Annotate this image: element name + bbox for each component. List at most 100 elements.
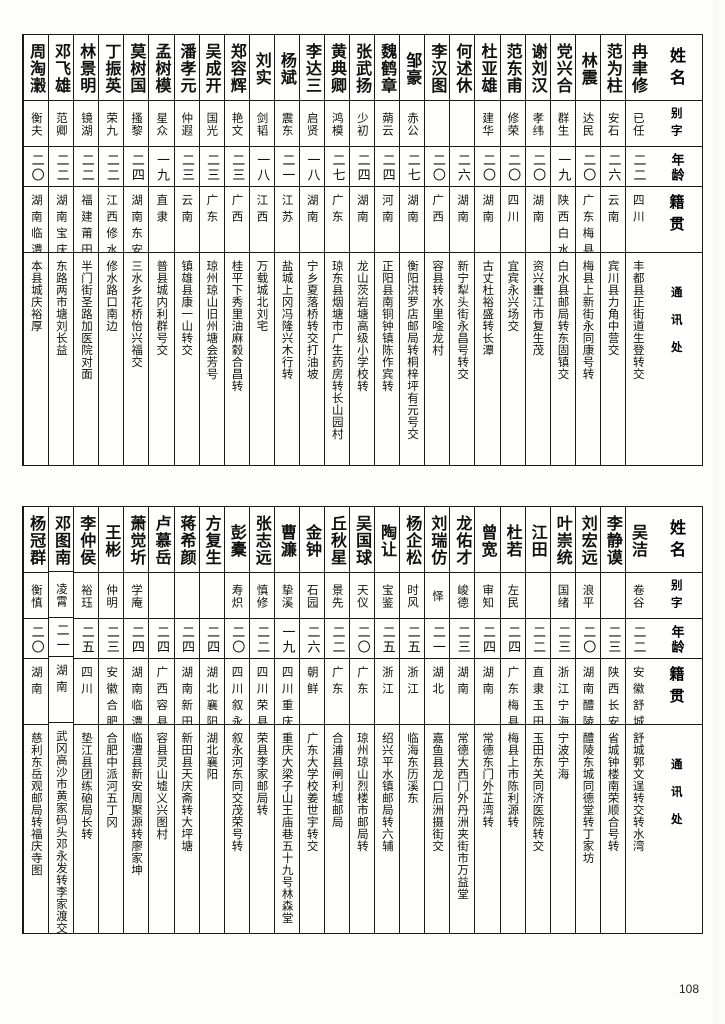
entry-name: 彭橐 [224,507,249,573]
entry-origin: 湖北 [425,659,450,725]
entry-address-text: 桂平下秀里油麻豰合昌转 [230,260,245,392]
entry-address: 东路两市塘刘长益 [49,253,73,465]
entry-age-text: 二二 [630,152,646,183]
entry-origin: 湖南 [450,187,475,253]
entry-age-text: 二五 [78,624,94,655]
entry-origin-text: 湖南 [456,194,471,227]
entry-alias-text: 范卿 [54,112,69,137]
entry-name: 卢慕岳 [149,507,174,573]
entry-alias-text: 宝鉴 [380,584,395,609]
entry-age-text: 二二 [530,624,546,655]
entry-origin: 湖南新田 [174,659,199,725]
entry-name-text: 曾宽 [478,523,498,558]
roster-entry-column: 李仲侯 裕珏 二五 四川 垫江县团练硇局长转 [73,507,99,933]
entry-alias: 衡夫 [24,101,49,147]
entry-name-text: 邓图南 [52,514,72,566]
entry-age-text: 二〇 [28,624,44,655]
entry-origin-text: 湖南 [481,666,496,699]
entry-age-text: 二五 [404,624,420,655]
entry-alias-text: 荣九 [105,112,120,137]
entry-name: 杜亚雄 [475,35,500,101]
entry-origin: 四川 [625,187,650,253]
entry-origin-text: 四川 [506,194,521,227]
entry-address: 合浦县闸利墟邮局 [325,725,349,933]
roster-entry-column: 龙佑才 峻德 二三 湖南 常德大西门外丹洲夹街市万益堂 [449,507,475,933]
entry-name-text: 杨企松 [403,515,423,566]
entry-alias-text: 峻德 [456,584,471,609]
entry-age-text: 二二 [103,152,119,183]
entry-origin: 江西 [249,187,274,253]
entry-name-text: 黄典卿 [328,43,348,94]
entry-age: 二三 [99,619,124,659]
entry-name: 张武扬 [350,35,375,101]
column-header-age: 年龄 [650,147,702,187]
entry-address: 新田县天庆斋转大坪塘 [175,725,199,933]
roster-entry-column: 何述休 二六 湖南 新宁犁头街永昌号转交 [449,35,475,465]
entry-address-text: 宜宾永兴场交 [506,260,521,332]
entry-name: 潘孝元 [174,35,199,101]
entry-alias-text: 卷谷 [631,584,646,609]
entry-age-text: 二六 [454,152,470,183]
entry-origin: 湖南 [49,657,74,723]
roster-entry-column: 叶崇统 国绪 二三 浙江宁海 宁波宁海 [549,507,575,933]
entry-address: 常德大西门外丹洲夹街市万益堂 [450,725,474,933]
entry-alias: 国光 [199,101,224,147]
entry-alias-text: 搔黎 [130,112,145,137]
roster-entry-column: 吴国球 天仪 二〇 广东 琼州琼山烈楼市邮局转 [349,507,375,933]
entry-alias-text: 学庵 [130,584,145,609]
entry-address: 宜宾永兴场交 [501,253,525,465]
entry-origin-text: 云南 [180,194,195,227]
entry-name: 林景明 [74,35,99,101]
entry-origin-text: 广东梅县 [581,194,596,253]
entry-address-text: 临澧县新安周聚源转廖家坤 [130,732,145,876]
entry-name-text: 卢慕岳 [152,515,172,566]
entry-address: 绍兴平水镇邮局转六辅 [375,725,399,933]
entry-origin: 江西修水 [99,187,124,253]
entry-name: 杨斌 [274,35,299,101]
entry-age: 二七 [400,147,425,187]
entry-alias-text: 孝纬 [531,112,546,137]
entry-age: 二四 [199,619,224,659]
entry-address: 修水路口南边 [99,253,123,465]
entry-alias-text: 镜湖 [79,112,94,137]
entry-origin-text: 河南 [380,194,395,227]
entry-age-text: 二二 [254,624,270,655]
entry-address: 新宁犁头街永昌号转交 [450,253,474,465]
roster-entry-column: 魏鹤章 蒴云 二四 河南 正阳县南铜钟镇陈作宾转 [374,35,400,465]
entry-name-text: 冉聿修 [628,43,648,94]
entry-address: 琼州琼山旧州塘会芳号 [200,253,224,465]
entry-name: 周淘瀔 [24,35,49,101]
entry-name: 刘瑞仿 [425,507,450,573]
entry-address-text: 绍兴平水镇邮局转六辅 [380,732,395,852]
entry-name-text: 龙佑才 [453,515,473,566]
entry-origin-text: 江苏 [280,194,295,227]
entry-alias: 已任 [625,101,650,147]
entry-age: 二〇 [475,147,500,187]
entry-name: 陶让 [375,507,400,573]
entry-address: 临海东历溪东 [400,725,424,933]
column-header-address: 通讯处 [650,253,702,465]
entry-address-text: 琼州琼山旧州塘会芳号 [205,260,220,380]
entry-origin-text: 广西 [230,194,245,227]
entry-name-text: 刘实 [252,51,272,86]
roster-entry-column: 吴成开 国光 二三 广东 琼州琼山旧州塘会芳号 [198,35,224,465]
entry-origin-text: 湖南 [305,194,320,227]
roster-entry-column: 吴洁 卷谷 二二 安徽舒城 舒城郭文逞转交转水湾 [624,507,650,933]
entry-name-text: 吴成开 [202,43,222,94]
entry-origin-text: 湖南 [456,666,471,699]
column-header-label: 姓名 [667,46,686,91]
entry-age: 二〇 [224,619,249,659]
entry-age: 二一 [274,147,299,187]
entry-address-text: 舒城郭文逞转交转水湾 [631,732,646,852]
roster-entry-column: 杨斌 震东 二一 江苏 盐城上冈冯隆兴木行转 [273,35,299,465]
entry-origin-text: 广西 [431,194,446,227]
entry-address-text: 玉田东关同济医院转交 [531,732,546,852]
entry-alias-text: 蒴云 [380,112,395,137]
entry-age: 二四 [149,619,174,659]
entry-alias-text: 景先 [330,584,345,609]
entry-age: 二六 [299,619,324,659]
entry-origin-text: 湖南 [406,194,420,227]
entry-name-text: 邓飞雄 [52,43,72,94]
entry-origin: 湖南醴陵 [575,659,600,725]
